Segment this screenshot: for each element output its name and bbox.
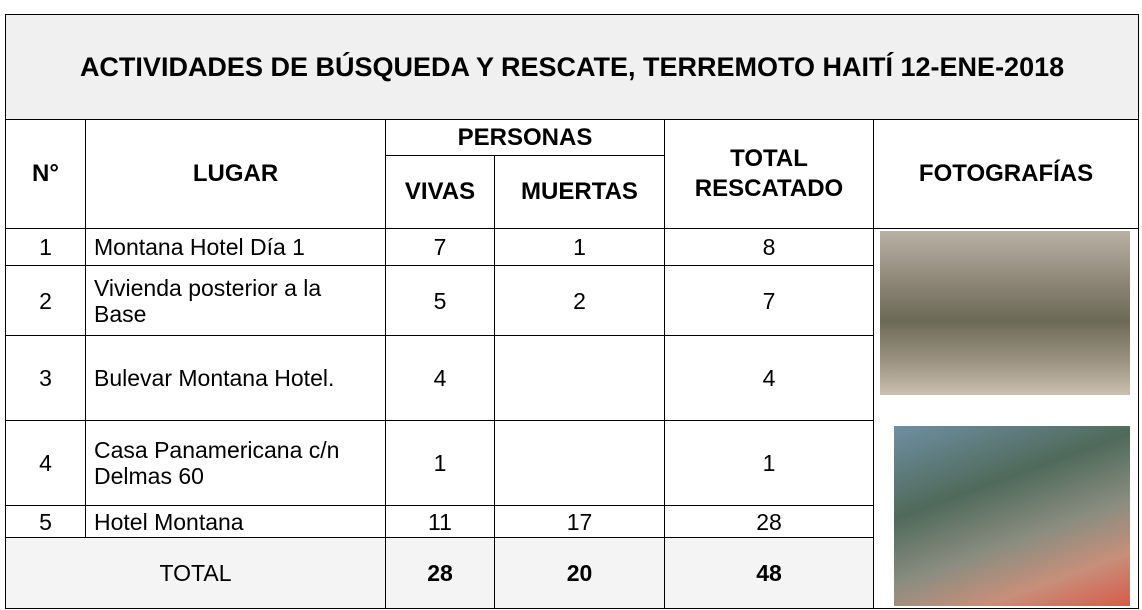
col-place: LUGAR	[85, 119, 386, 229]
row-place: Vivienda posterior a la Base	[85, 265, 386, 336]
photo	[894, 426, 1131, 606]
total-alive: 28	[385, 537, 495, 609]
col-people: PERSONAS	[385, 119, 665, 156]
col-number: N°	[5, 119, 86, 229]
row-number: 5	[5, 505, 86, 538]
row-dead	[494, 420, 665, 506]
table-row: 2 Vivienda posterior a la Base 5 2 7	[5, 265, 1139, 336]
row-dead: 1	[494, 228, 665, 266]
table-row: 4 Casa Panamericana c/n Delmas 60 1 1	[5, 420, 1139, 506]
row-alive: 7	[385, 228, 495, 266]
row-total: 1	[664, 420, 874, 506]
table-row: 5 Hotel Montana 11 17 28	[5, 505, 1139, 538]
row-total: 8	[664, 228, 874, 266]
table-row: 3 Bulevar Montana Hotel. 4 4	[5, 335, 1139, 421]
total-label: TOTAL	[5, 537, 386, 609]
table-body: 1 Montana Hotel Día 1 7 1 8 2 Vivienda posteri…	[5, 228, 1140, 609]
table-title: ACTIVIDADES DE BÚSQUEDA Y RESCATE, TERRE…	[4, 14, 1140, 120]
row-alive: 1	[385, 420, 495, 506]
row-dead	[494, 335, 665, 421]
photos-cell	[872, 228, 1140, 609]
row-number: 1	[5, 228, 86, 266]
row-total: 7	[664, 265, 874, 336]
row-place: Bulevar Montana Hotel.	[85, 335, 386, 421]
photos	[874, 229, 1138, 606]
row-alive: 4	[385, 335, 495, 421]
row-total: 4	[664, 335, 874, 421]
row-alive: 5	[385, 265, 495, 336]
row-number: 4	[5, 420, 86, 506]
row-dead: 17	[494, 505, 665, 538]
rescue-table: ACTIVIDADES DE BÚSQUEDA Y RESCATE, TERRE…	[4, 14, 1140, 609]
photo	[880, 231, 1131, 395]
total-row: TOTAL 28 20 48	[5, 537, 1139, 609]
col-alive: VIVAS	[385, 155, 495, 229]
col-dead: MUERTAS	[494, 155, 665, 229]
row-number: 3	[5, 335, 86, 421]
row-alive: 11	[385, 505, 495, 538]
row-number: 2	[5, 265, 86, 336]
row-dead: 2	[494, 265, 665, 336]
row-place: Hotel Montana	[85, 505, 386, 538]
row-total: 28	[664, 505, 874, 538]
row-place: Casa Panamericana c/n Delmas 60	[85, 420, 386, 506]
col-total: TOTAL RESCATADO	[664, 119, 874, 229]
col-photos: FOTOGRAFÍAS	[872, 119, 1140, 229]
total-dead: 20	[494, 537, 665, 609]
total-total: 48	[664, 537, 874, 609]
row-place: Montana Hotel Día 1	[85, 228, 386, 266]
